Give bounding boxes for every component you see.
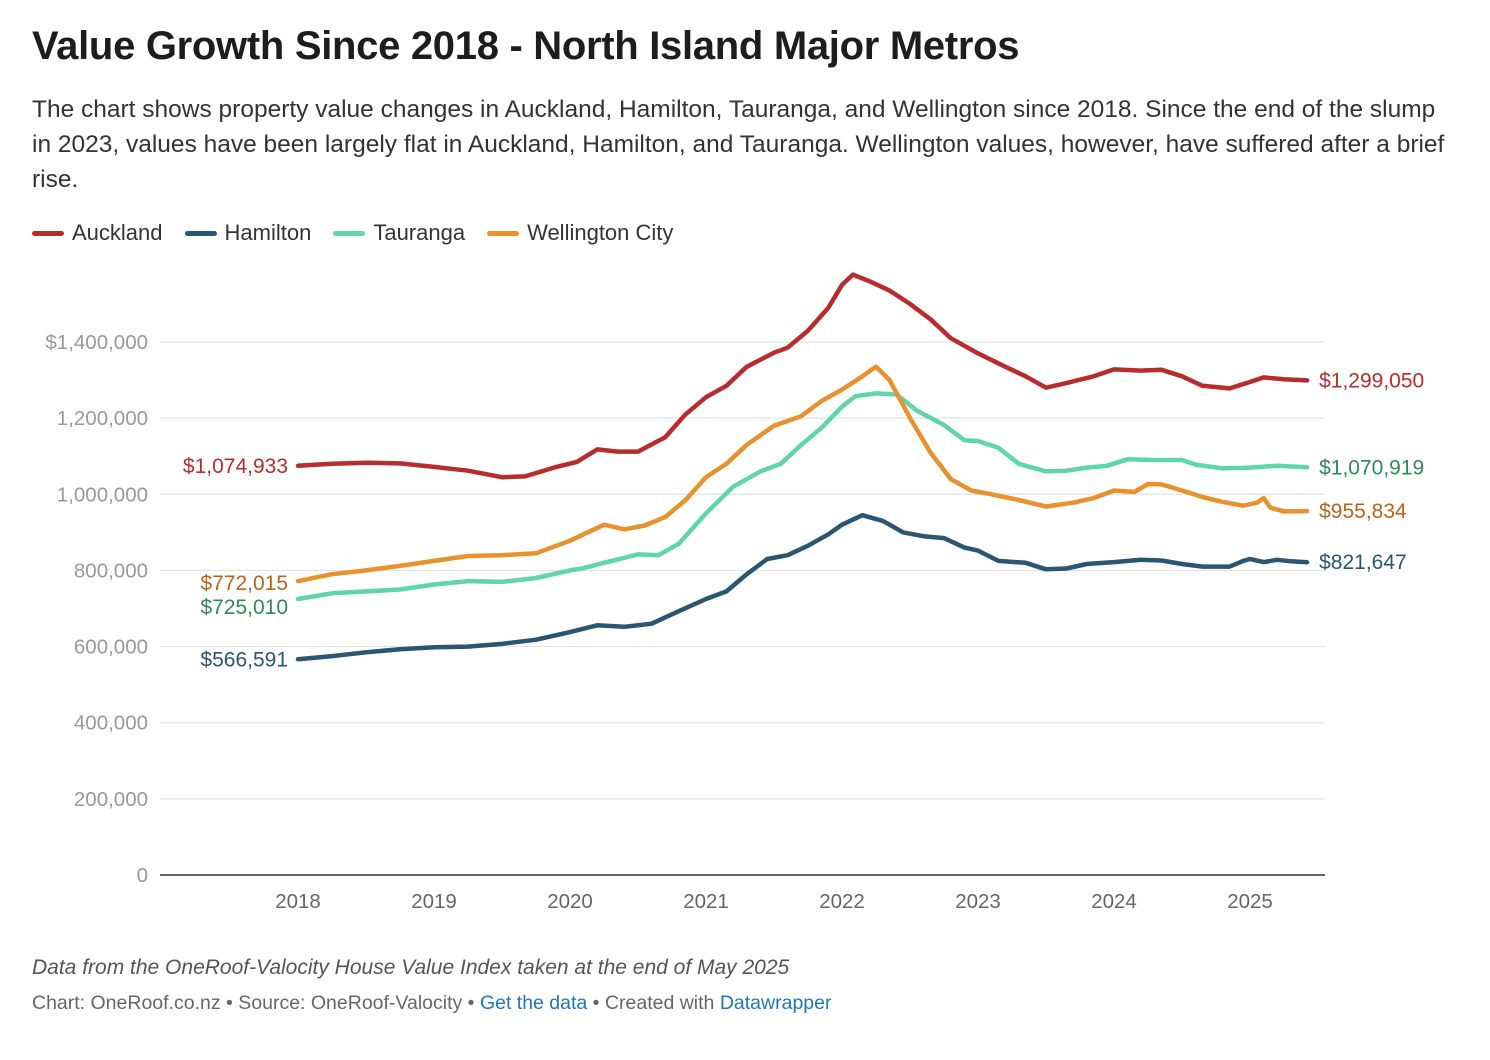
byline: Chart: OneRoof.co.nz • Source: OneRoof-V… — [32, 992, 831, 1015]
byline-separator: • — [587, 992, 605, 1014]
chart-title: Value Growth Since 2018 - North Island M… — [32, 24, 1020, 68]
byline-chart: Chart: OneRoof.co.nz — [32, 992, 221, 1014]
chart-subtitle: The chart shows property value changes i… — [32, 96, 1445, 193]
start-value-label-tauranga: $725,010 — [200, 596, 288, 619]
x-tick-label: 2021 — [683, 890, 729, 913]
end-value-label-hamilton: $821,647 — [1319, 551, 1407, 574]
y-tick-label: 0 — [137, 864, 148, 887]
series-line-hamilton — [295, 512, 1310, 662]
legend-item-wellington-city: Wellington City — [487, 220, 673, 246]
end-value-label-wellington-city: $955,834 — [1319, 500, 1407, 523]
y-tick-label: 400,000 — [74, 712, 148, 735]
start-value-label-wellington-city: $772,015 — [200, 572, 288, 595]
byline-created: Created with — [604, 992, 720, 1014]
series-line-wellington-city — [295, 364, 1310, 584]
byline-separator: • — [220, 992, 239, 1014]
y-tick-label: 1,200,000 — [57, 407, 148, 430]
start-value-label-hamilton: $566,591 — [200, 648, 288, 671]
legend-swatch-wellington-city — [487, 230, 520, 236]
chart-notes: Data from the OneRoof-Valocity House Val… — [32, 956, 790, 979]
x-tick-label: 2020 — [547, 890, 593, 913]
legend-swatch-auckland — [32, 230, 64, 236]
legend-item-auckland: Auckland — [32, 220, 163, 246]
series-line-auckland — [295, 272, 1310, 480]
x-tick-label: 2019 — [411, 890, 457, 913]
datawrapper-link[interactable]: Datawrapper — [719, 992, 832, 1014]
end-value-label-auckland: $1,299,050 — [1319, 369, 1424, 392]
x-tick-label: 2025 — [1227, 890, 1273, 913]
x-tick-label: 2024 — [1091, 890, 1137, 913]
x-tick-label: 2018 — [275, 890, 321, 913]
legend-swatch-tauranga — [333, 230, 366, 236]
legend-label-wellington-city: Wellington City — [527, 220, 674, 245]
x-tick-label: 2023 — [955, 890, 1001, 913]
y-tick-label: 600,000 — [74, 636, 148, 659]
series-line-tauranga — [295, 391, 1310, 602]
legend-swatch-hamilton — [184, 230, 217, 236]
legend-label-hamilton: Hamilton — [224, 220, 312, 245]
y-tick-label: 1,000,000 — [57, 483, 148, 506]
legend-label-auckland: Auckland — [72, 220, 163, 245]
get-the-data-link[interactable]: Get the data — [479, 992, 588, 1014]
legend: Auckland Hamilton Tauranga Wellington Ci… — [32, 220, 695, 246]
legend-item-hamilton: Hamilton — [184, 220, 312, 246]
line-chart: 0 200,000 400,000 600,000 800,000 1,000,000 1,… — [45, 272, 1424, 913]
start-value-label-auckland: $1,074,933 — [183, 455, 288, 478]
y-tick-label: 200,000 — [74, 788, 148, 811]
byline-source: Source: OneRoof-Valocity — [238, 992, 463, 1014]
end-value-label-tauranga: $1,070,919 — [1319, 456, 1424, 479]
x-tick-label: 2022 — [819, 890, 865, 913]
legend-item-tauranga: Tauranga — [333, 220, 465, 246]
y-tick-label: $1,400,000 — [45, 331, 148, 354]
y-tick-label: 800,000 — [74, 559, 148, 582]
byline-separator: • — [462, 992, 480, 1014]
legend-label-tauranga: Tauranga — [373, 220, 466, 245]
